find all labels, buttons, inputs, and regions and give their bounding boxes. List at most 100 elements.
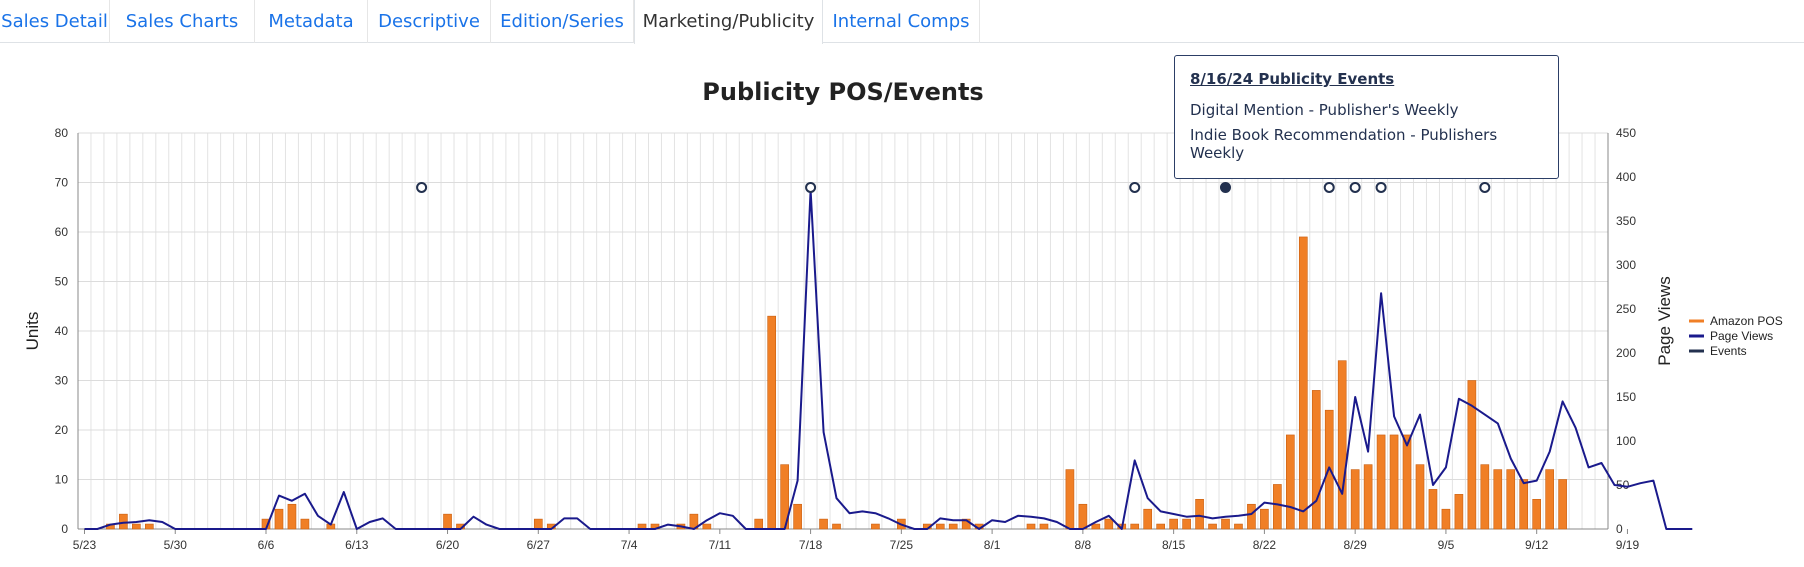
tab-edition-series[interactable]: Edition/Series [491, 0, 634, 43]
bar-amazon-pos [1402, 434, 1412, 530]
event-marker [416, 181, 428, 193]
bar-amazon-pos [1519, 479, 1529, 530]
event-marker [1129, 181, 1141, 193]
event-tooltip: 8/16/24 Publicity Events Digital Mention… [1174, 55, 1559, 179]
tab-bar: Sales Detail Sales Charts Metadata Descr… [0, 0, 1804, 44]
bar-amazon-pos [1143, 508, 1153, 530]
bar-amazon-pos [1130, 523, 1140, 530]
bar-amazon-pos [1273, 484, 1282, 530]
event-marker [1323, 181, 1335, 193]
x-tick-label: 9/19 [1616, 538, 1640, 552]
y2-axis-label: Page Views [1655, 276, 1674, 365]
y-tick-label: 60 [55, 225, 69, 239]
y2-tick-label: 0 [1616, 522, 1623, 536]
bar-amazon-pos [443, 513, 452, 530]
bar-amazon-pos [1363, 464, 1373, 530]
x-tick-label: 7/11 [709, 538, 732, 552]
x-tick-label: 7/25 [890, 538, 914, 552]
x-tick-label: 8/15 [1162, 538, 1186, 552]
x-tick-label: 7/4 [621, 538, 638, 552]
x-tick-label: 7/18 [799, 538, 823, 552]
bar-amazon-pos [132, 523, 141, 530]
bar-amazon-pos [832, 523, 841, 530]
y2-tick-label: 350 [1616, 214, 1636, 228]
bar-amazon-pos [1493, 469, 1503, 530]
bar-amazon-pos [1039, 523, 1049, 530]
y-tick-label: 80 [55, 126, 69, 140]
bar-amazon-pos [1091, 523, 1101, 530]
bar-amazon-pos [1247, 503, 1256, 530]
bar-amazon-pos [793, 503, 802, 530]
x-tick-label: 8/22 [1253, 538, 1277, 552]
tab-metadata[interactable]: Metadata [255, 0, 368, 43]
line-page-views [84, 189, 1693, 530]
bar-amazon-pos [1558, 479, 1567, 530]
bar-amazon-pos [300, 518, 310, 530]
bar-amazon-pos [1298, 236, 1308, 530]
y2-tick-label: 250 [1616, 302, 1636, 316]
bar-amazon-pos [767, 315, 777, 530]
y-tick-label: 70 [55, 176, 69, 190]
tooltip-line: Indie Book Recommendation - Publishers W… [1190, 126, 1498, 162]
bar-amazon-pos [274, 508, 284, 530]
y-tick-label: 10 [55, 473, 69, 487]
y2-tick-label: 100 [1616, 434, 1636, 448]
bar-amazon-pos [1169, 518, 1178, 530]
x-tick-label: 6/20 [436, 538, 460, 552]
bar-amazon-pos [1376, 434, 1386, 530]
bar-amazon-pos [1428, 489, 1438, 530]
bar-amazon-pos [1286, 434, 1295, 530]
bar-amazon-pos [1415, 464, 1425, 530]
tab-internal-comps[interactable]: Internal Comps [823, 0, 980, 43]
bar-amazon-pos [1337, 360, 1347, 530]
x-tick-label: 8/29 [1343, 538, 1367, 552]
tooltip-line: Digital Mention - Publisher's Weekly [1190, 101, 1459, 119]
bar-amazon-pos [1104, 518, 1114, 530]
bar-amazon-pos [1350, 469, 1360, 530]
bar-amazon-pos [1441, 508, 1451, 530]
x-tick-label: 5/30 [164, 538, 188, 552]
bar-amazon-pos [819, 518, 828, 530]
bar-amazon-pos [1311, 390, 1321, 530]
bar-amazon-pos [287, 503, 297, 530]
bar-amazon-pos [1221, 518, 1230, 530]
y2-tick-label: 450 [1616, 126, 1636, 140]
y2-tick-label: 150 [1616, 390, 1636, 404]
bar-amazon-pos [1078, 503, 1088, 530]
tab-marketing-publicity[interactable]: Marketing/Publicity [634, 0, 823, 44]
y-axis-label: Units [23, 312, 42, 351]
y2-tick-label: 400 [1616, 170, 1636, 184]
legend-label: Page Views [1710, 329, 1773, 343]
publicity-chart: 0 10 20 30 40 50 60 70 80 0 50 100 150 200 250 300 350 40… [23, 78, 1783, 552]
bar-amazon-pos [1532, 498, 1542, 530]
tab-sales-charts[interactable]: Sales Charts [110, 0, 255, 43]
bar-amazon-pos [533, 518, 543, 530]
x-tick-label: 6/13 [345, 538, 369, 552]
y-tick-label: 0 [61, 522, 68, 536]
x-tick-label: 6/27 [527, 538, 551, 552]
bar-amazon-pos [1545, 469, 1554, 530]
bar-amazon-pos [935, 523, 945, 530]
bar-amazon-pos [1506, 469, 1516, 530]
bar-amazon-pos [948, 523, 958, 530]
tooltip-title[interactable]: 8/16/24 Publicity Events [1190, 70, 1395, 88]
x-tick-label: 8/1 [984, 538, 1001, 552]
y-tick-label: 30 [55, 374, 69, 388]
tab-descriptive[interactable]: Descriptive [368, 0, 491, 43]
x-tick-label: 9/12 [1525, 538, 1549, 552]
tab-sales-detail[interactable]: Sales Detail [0, 0, 110, 43]
bar-amazon-pos [871, 523, 880, 530]
bar-amazon-pos [1195, 498, 1204, 530]
bar-amazon-pos [1234, 523, 1243, 530]
legend-label: Events [1710, 344, 1747, 358]
bar-amazon-pos [702, 523, 712, 530]
bar-amazon-pos [1454, 494, 1464, 530]
y-tick-label: 20 [55, 423, 69, 437]
bar-amazon-pos [754, 518, 764, 530]
bar-amazon-pos [1480, 464, 1490, 530]
bar-amazon-pos [1208, 523, 1217, 530]
x-tick-label: 5/23 [73, 538, 97, 552]
x-tick-label: 9/5 [1438, 538, 1455, 552]
bar-amazon-pos [119, 513, 128, 530]
y-tick-label: 40 [55, 324, 69, 338]
